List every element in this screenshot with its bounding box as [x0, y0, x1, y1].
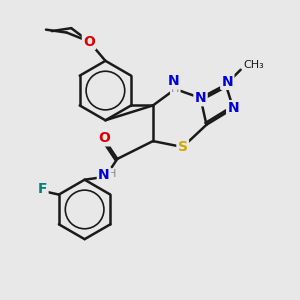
Text: N: N: [195, 91, 206, 105]
Text: N: N: [221, 75, 233, 88]
Text: O: O: [83, 34, 95, 49]
Text: S: S: [178, 140, 188, 154]
Text: N: N: [98, 168, 110, 182]
Text: CH₃: CH₃: [244, 60, 264, 70]
Text: F: F: [38, 182, 47, 196]
Text: N: N: [227, 101, 239, 116]
Text: H: H: [108, 169, 116, 179]
Text: O: O: [98, 131, 110, 145]
Text: H: H: [171, 84, 179, 94]
Text: N: N: [168, 74, 180, 88]
